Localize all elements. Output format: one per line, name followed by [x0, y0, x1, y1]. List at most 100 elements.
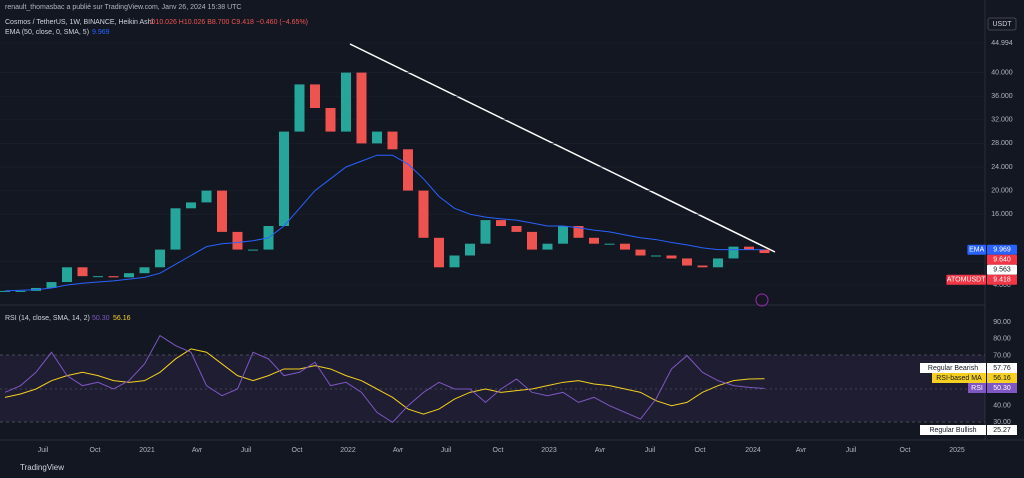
rsi-tag-name: RSI-based MA: [936, 375, 982, 382]
candle: [697, 265, 708, 268]
y-tick-label: 36.000: [991, 93, 1013, 100]
candle: [666, 255, 677, 259]
rsi-value: 50.30: [92, 315, 110, 322]
candle: [62, 267, 72, 283]
x-tick-label: Oct: [900, 447, 911, 454]
price-tag-name: [967, 244, 986, 255]
y-tick-label: 32.000: [991, 117, 1013, 124]
candle: [542, 243, 553, 250]
candle: [46, 282, 57, 288]
rsi-band: [0, 355, 985, 422]
y-tick-label: 24.000: [991, 164, 1013, 171]
rsi-tag-name: Regular Bearish: [928, 365, 978, 372]
candle: [15, 290, 26, 292]
rsi-tag-value: 56.16: [993, 375, 1011, 382]
candle: [620, 243, 630, 250]
candle: [480, 220, 491, 244]
candle: [248, 249, 258, 251]
candle: [387, 131, 398, 150]
rsi-tag: [968, 383, 986, 393]
candle: [217, 190, 227, 232]
trend-line: [349, 43, 776, 253]
candle: [434, 237, 444, 268]
candle: [0, 290, 10, 292]
rsi-tag: [987, 363, 1017, 373]
candle: [759, 249, 770, 254]
candle: [496, 220, 506, 226]
candle: [325, 108, 336, 132]
rsi-ma-value: 56.16: [113, 315, 131, 322]
rsi-ma-line: [4, 348, 765, 415]
candle: [279, 131, 289, 226]
rsi-line: [4, 334, 765, 424]
price-tag-name-text: EMA: [969, 247, 985, 254]
rsi-tag-name: Regular Bullish: [929, 427, 976, 434]
x-tick-label: Juil: [241, 447, 252, 454]
price-tag-name-text: ATOMUSDT: [947, 277, 986, 284]
y-tick-label: 20.000: [991, 187, 1013, 194]
y-tick-label: 16.000: [991, 211, 1013, 218]
event-icon[interactable]: [755, 293, 769, 307]
x-tick-label: Juil: [645, 447, 656, 454]
candle: [728, 246, 739, 259]
candle: [635, 249, 646, 256]
candle: [604, 243, 615, 245]
candle: [108, 276, 119, 278]
x-tick-label: Juil: [846, 447, 857, 454]
rsi-tag: [987, 425, 1017, 435]
candle: [310, 84, 320, 108]
currency-box[interactable]: [987, 17, 1017, 31]
candle: [294, 84, 305, 132]
rsi-tick-label: 90.00: [993, 319, 1011, 326]
x-tick-label: Oct: [695, 447, 706, 454]
y-tick-label: 28.000: [991, 140, 1013, 147]
x-tick-label: 2024: [745, 447, 761, 454]
x-tick-label: 2023: [541, 447, 557, 454]
ohlc: O10.026 H10.026 B8.700 C9.418 −0.460 (−4…: [150, 19, 308, 26]
footer-logo[interactable]: TradingView: [20, 463, 64, 472]
y-tick-label: 40.000: [991, 69, 1013, 76]
rsi-tick-label: 80.00: [993, 336, 1011, 343]
x-tick-label: Oct: [90, 447, 101, 454]
price-tag-value: 9.640: [993, 257, 1011, 264]
y-tick-label: 44.994: [991, 40, 1013, 47]
price-tag: [987, 274, 1017, 285]
x-tick-label: Avr: [393, 447, 404, 454]
symbol: Cosmos / TetherUS, 1W, BINANCE, Heikin A…: [5, 19, 154, 26]
rsi-tick-label: 70.00: [993, 352, 1011, 359]
candle: [558, 226, 568, 244]
ema-value: 9.969: [92, 29, 110, 36]
x-tick-label: Oct: [292, 447, 303, 454]
rsi-tag-value: 57.76: [993, 365, 1011, 372]
candle: [93, 276, 103, 278]
candle: [449, 255, 460, 268]
x-tick-label: Avr: [796, 447, 807, 454]
candle: [372, 131, 382, 144]
publisher: renault_thomasbac a publié sur TradingVi…: [5, 4, 241, 11]
rsi-tag: [987, 383, 1017, 393]
rsi-tag: [932, 373, 986, 383]
rsi-tag-name: RSI: [971, 385, 983, 392]
candle: [139, 267, 150, 274]
price-tag: [987, 244, 1017, 255]
y-tick-label: 4.000: [993, 282, 1011, 289]
candle: [155, 249, 165, 268]
candle: [170, 208, 181, 250]
price-tag-value: 9.418: [993, 277, 1011, 284]
candle: [124, 273, 134, 278]
ema-label: EMA (50, close, 0, SMA, 5): [5, 29, 89, 36]
rsi-tick-label: 30.00: [993, 419, 1011, 426]
candle: [356, 72, 367, 144]
candle: [77, 267, 88, 277]
rsi-tag: [987, 373, 1017, 383]
rsi-tag: [920, 363, 986, 373]
x-tick-label: Avr: [595, 447, 606, 454]
currency[interactable]: USDT: [992, 21, 1012, 28]
candle: [511, 226, 522, 232]
candle: [232, 231, 243, 250]
price-tag-value: 9.563: [993, 267, 1011, 274]
rsi-tag-value: 50.30: [993, 385, 1011, 392]
x-tick-label: Oct: [493, 447, 504, 454]
